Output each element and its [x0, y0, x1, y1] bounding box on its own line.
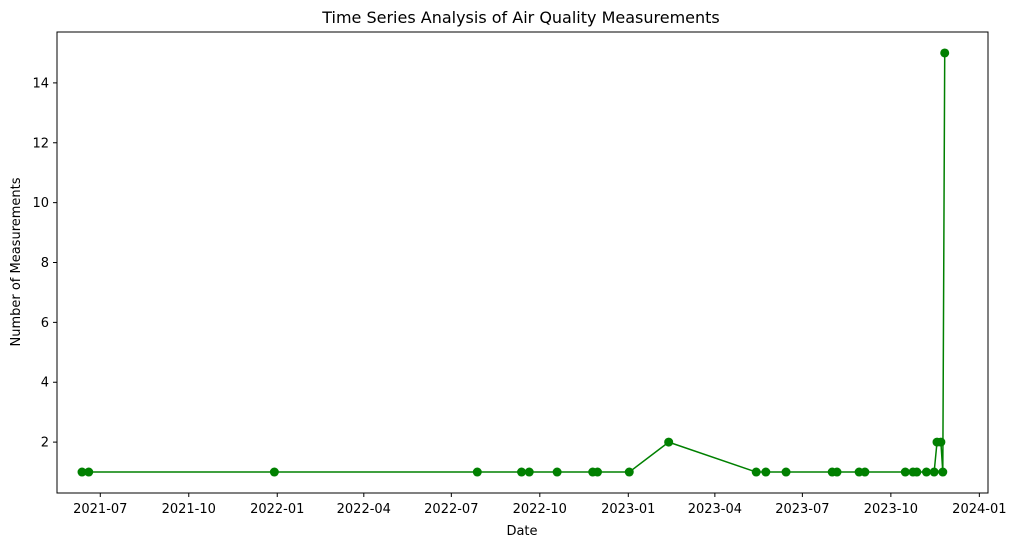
- data-point: [921, 467, 931, 477]
- data-point: [860, 467, 870, 477]
- x-axis-label: Date: [506, 524, 537, 539]
- data-point: [84, 467, 94, 477]
- data-point: [929, 467, 939, 477]
- data-point: [552, 467, 562, 477]
- y-axis-label: Number of Measurements: [9, 177, 24, 346]
- data-point: [517, 467, 527, 477]
- data-point: [664, 437, 674, 447]
- x-tick-label: 2022-01: [250, 502, 304, 517]
- data-point: [751, 467, 761, 477]
- data-point: [77, 467, 87, 477]
- data-point: [524, 467, 534, 477]
- x-tick-label: 2023-10: [864, 502, 918, 517]
- x-tick-label: 2023-04: [688, 502, 742, 517]
- data-point: [761, 467, 771, 477]
- x-tick-label: 2022-07: [424, 502, 478, 517]
- y-tick-label: 4: [41, 376, 49, 391]
- y-tick-label: 6: [41, 316, 49, 331]
- data-point: [940, 48, 950, 58]
- y-tick-label: 8: [41, 256, 49, 271]
- data-point: [472, 467, 482, 477]
- x-tick-label: 2022-10: [513, 502, 567, 517]
- y-tick-label: 10: [32, 196, 49, 211]
- plot-area: [77, 48, 950, 477]
- y-tick-label: 2: [41, 436, 49, 451]
- data-point: [832, 467, 842, 477]
- data-point: [624, 467, 634, 477]
- y-tick-label: 12: [32, 136, 49, 151]
- chart-title: Time Series Analysis of Air Quality Meas…: [321, 8, 720, 27]
- data-point: [936, 437, 946, 447]
- x-tick-label: 2021-07: [73, 502, 127, 517]
- data-point: [269, 467, 279, 477]
- data-point: [912, 467, 922, 477]
- x-tick-label: 2023-01: [601, 502, 655, 517]
- y-tick-label: 14: [32, 76, 49, 91]
- data-point: [938, 467, 948, 477]
- x-axis: 2021-07 2021-10 2022-01 2022-04 2022-07 2022-…: [73, 493, 1007, 517]
- x-tick-label: 2023-07: [775, 502, 829, 517]
- x-tick-label: 2021-10: [162, 502, 216, 517]
- x-tick-label: 2022-04: [337, 502, 391, 517]
- data-point: [593, 467, 603, 477]
- y-axis: 2 4 6 8 10 12 14: [32, 76, 57, 451]
- data-point: [781, 467, 791, 477]
- data-point: [900, 467, 910, 477]
- x-tick-label: 2024-01: [952, 502, 1006, 517]
